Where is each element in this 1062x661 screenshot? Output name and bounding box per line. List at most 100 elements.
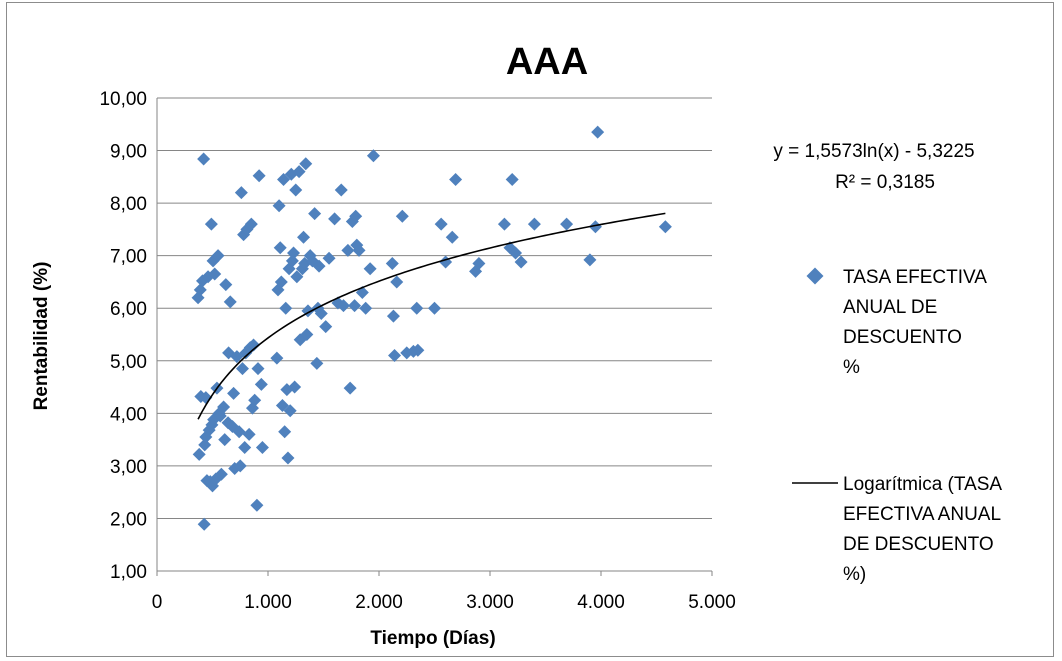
data-point [388, 349, 402, 363]
data-point [434, 217, 448, 231]
data-point [211, 249, 225, 263]
legend-label-series: TASA EFECTIVA ANUAL DE DESCUENTO % [843, 267, 991, 378]
data-point [254, 377, 268, 391]
axes [156, 98, 713, 576]
y-tick-label: 7,00 [110, 247, 147, 268]
data-point [270, 351, 284, 365]
x-tick-label: 3.000 [466, 592, 514, 613]
legend-line: ANUAL DE [843, 297, 937, 318]
data-point [349, 209, 363, 223]
data-point [299, 157, 313, 171]
y-tick-label: 9,00 [110, 142, 147, 163]
data-point [233, 459, 247, 473]
data-point [238, 440, 252, 454]
data-point [251, 362, 265, 376]
data-point [245, 401, 259, 415]
legend-line: %) [843, 564, 866, 585]
data-point [244, 217, 258, 231]
data-point [247, 338, 261, 352]
trendline-equation: y = 1,5573ln(x) - 5,3225 [773, 141, 974, 162]
data-point [298, 257, 312, 271]
legend-label-trendline: Logarítmica (TASA EFECTIVA ANUAL DE DESC… [843, 474, 1006, 585]
data-point [439, 255, 453, 269]
chart-frame: AAA 1,00 2,00 3,00 4,00 5,00 6,00 7,00 8,00 9,00… [6, 2, 1054, 657]
data-point [252, 169, 266, 183]
data-point [390, 275, 404, 289]
data-point [319, 320, 333, 334]
data-point [235, 362, 249, 376]
data-point [588, 220, 602, 234]
data-point [297, 230, 311, 244]
legend-line: EFECTIVA ANUAL [843, 504, 1000, 525]
data-point [287, 246, 301, 260]
x-tick-label: 4.000 [577, 592, 625, 613]
data-point [288, 380, 302, 394]
x-tick-label: 1.000 [244, 592, 292, 613]
data-point [279, 301, 293, 315]
data-point [336, 299, 350, 313]
data-point [192, 447, 206, 461]
data-point [283, 404, 297, 418]
data-point [218, 433, 232, 447]
data-point [328, 212, 342, 226]
data-point [197, 152, 211, 166]
x-axis-title: Tiempo (Días) [370, 628, 495, 649]
data-point [242, 427, 256, 441]
chart-title: AAA [506, 41, 588, 83]
data-point [472, 257, 486, 271]
data-point [341, 243, 355, 257]
data-point [497, 217, 511, 231]
data-points [191, 125, 672, 531]
data-point [445, 230, 459, 244]
legend: TASA EFECTIVA ANUAL DE DESCUENTO % Logar… [792, 267, 1006, 585]
data-point [281, 451, 295, 465]
data-point [232, 425, 246, 439]
x-tick-label: 5.000 [688, 592, 736, 613]
data-point [505, 172, 519, 186]
data-point [278, 425, 292, 439]
y-tick-label: 10,00 [99, 89, 147, 110]
legend-line: DESCUENTO [843, 327, 962, 348]
data-point [275, 398, 289, 412]
data-point [343, 381, 357, 395]
data-point [227, 386, 241, 400]
data-point [527, 217, 541, 231]
data-point [197, 517, 211, 531]
data-point [204, 217, 218, 231]
legend-line: TASA EFECTIVA [843, 267, 987, 288]
data-point [352, 243, 366, 257]
y-tick-label: 4,00 [110, 404, 147, 425]
data-point [348, 299, 362, 313]
scatter-chart: AAA 1,00 2,00 3,00 4,00 5,00 6,00 7,00 8,00 9,00… [31, 41, 1006, 649]
data-point [591, 125, 605, 139]
data-point [273, 241, 287, 255]
data-point [411, 343, 425, 357]
y-tick-label: 6,00 [110, 299, 147, 320]
data-point [274, 275, 288, 289]
y-tick-label: 1,00 [110, 562, 147, 583]
data-point [359, 301, 373, 315]
data-point [514, 255, 528, 269]
data-point [560, 217, 574, 231]
data-point [308, 207, 322, 221]
data-point [250, 498, 264, 512]
data-point [366, 149, 380, 163]
data-point [217, 400, 231, 414]
data-point [292, 165, 306, 179]
data-point [234, 186, 248, 200]
data-point [334, 183, 348, 197]
x-tick-labels: 0 1.000 2.000 3.000 4.000 5.000 [152, 592, 736, 613]
data-point [219, 278, 233, 292]
data-point [214, 467, 228, 481]
data-point [428, 301, 441, 315]
data-point [583, 253, 597, 267]
data-point [193, 283, 207, 297]
legend-line: Logarítmica (TASA [843, 474, 1002, 495]
data-point [310, 356, 324, 370]
legend-line: DE DESCUENTO [843, 534, 994, 555]
y-tick-label: 8,00 [110, 194, 147, 215]
data-point [255, 440, 269, 454]
data-point [322, 251, 336, 265]
data-point [300, 328, 314, 341]
data-point [386, 309, 400, 323]
